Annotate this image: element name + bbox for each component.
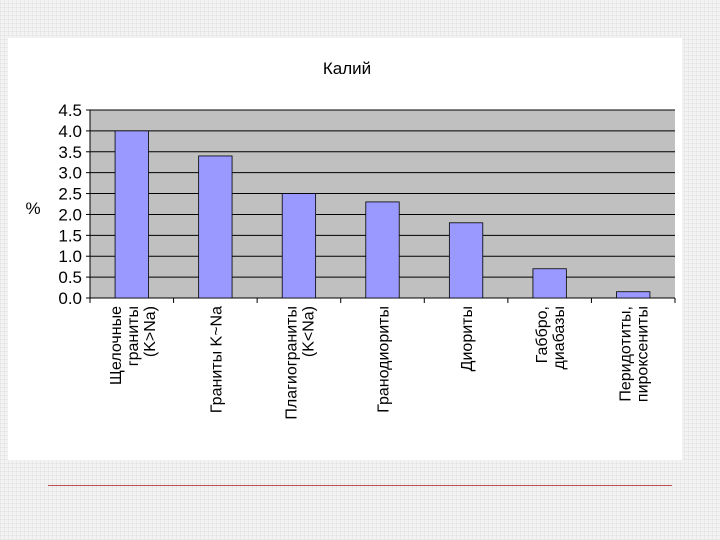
x-category-label: Гранодиориты xyxy=(376,306,393,413)
x-category-label-line: Габбро, xyxy=(534,306,551,363)
x-category-label-line: Щелочные xyxy=(108,306,125,385)
y-tick-label: 2.5 xyxy=(58,185,82,204)
x-category-label-line: Плагиограниты xyxy=(283,306,300,420)
x-category-label-line: (K>Na) xyxy=(142,306,159,357)
x-category-label-line: диабазы xyxy=(551,306,568,370)
y-tick-label: 0.0 xyxy=(58,289,82,308)
x-category-label-line: пироксениты xyxy=(635,306,652,402)
bar-2 xyxy=(198,155,233,299)
y-tick-label: 4.0 xyxy=(58,122,82,141)
y-tick-label: 3.5 xyxy=(58,143,82,162)
kalium-bar-chart: Калий % 0.0 0.5 1.0 1.5 2.02.5 3.0 3.5 4.0 4.5 Ще… xyxy=(25,59,676,420)
x-category-label-line: Перидотиты, xyxy=(618,306,635,402)
x-category-label: Диориты xyxy=(459,306,476,371)
y-tick-label: 4.5 xyxy=(58,101,82,120)
y-tick-label: 1.0 xyxy=(58,247,82,266)
x-category-label-line: Гранодиориты xyxy=(376,306,393,413)
x-category-label: Щелочныеграниты(K>Na) xyxy=(108,306,159,385)
y-tick-label: 2.0 xyxy=(58,205,82,224)
y-tick-label: 0.5 xyxy=(58,268,82,287)
x-category-label-line: граниты xyxy=(125,306,142,366)
x-category-label: Габбро,диабазы xyxy=(534,306,568,370)
bar-5 xyxy=(448,222,484,299)
x-category-label: Граниты K~Na xyxy=(208,306,225,413)
x-category-label-line: (K<Na) xyxy=(300,306,317,357)
slide-divider-line xyxy=(48,485,672,486)
y-tick-label: 1.5 xyxy=(58,226,82,245)
x-category-label: Перидотиты,пироксениты xyxy=(618,306,652,402)
x-category-label-line: Диориты xyxy=(459,306,476,371)
bar-6 xyxy=(532,268,567,299)
bar-3 xyxy=(281,193,317,299)
y-tick-label: 3.0 xyxy=(58,164,82,183)
slide-content: Калий % 0.0 0.5 1.0 1.5 2.0 2.5 3.0 3.5 4.0 4.5 Ще… xyxy=(8,38,682,460)
x-category-label: Плагиограниты(K<Na) xyxy=(283,306,317,420)
y-axis-label: % xyxy=(25,199,40,218)
chart-title: Калий xyxy=(323,59,371,78)
bar-7 xyxy=(616,291,651,299)
bar-4 xyxy=(365,201,400,299)
x-category-label-line: Граниты K~Na xyxy=(208,306,225,413)
bar-1 xyxy=(114,130,149,299)
